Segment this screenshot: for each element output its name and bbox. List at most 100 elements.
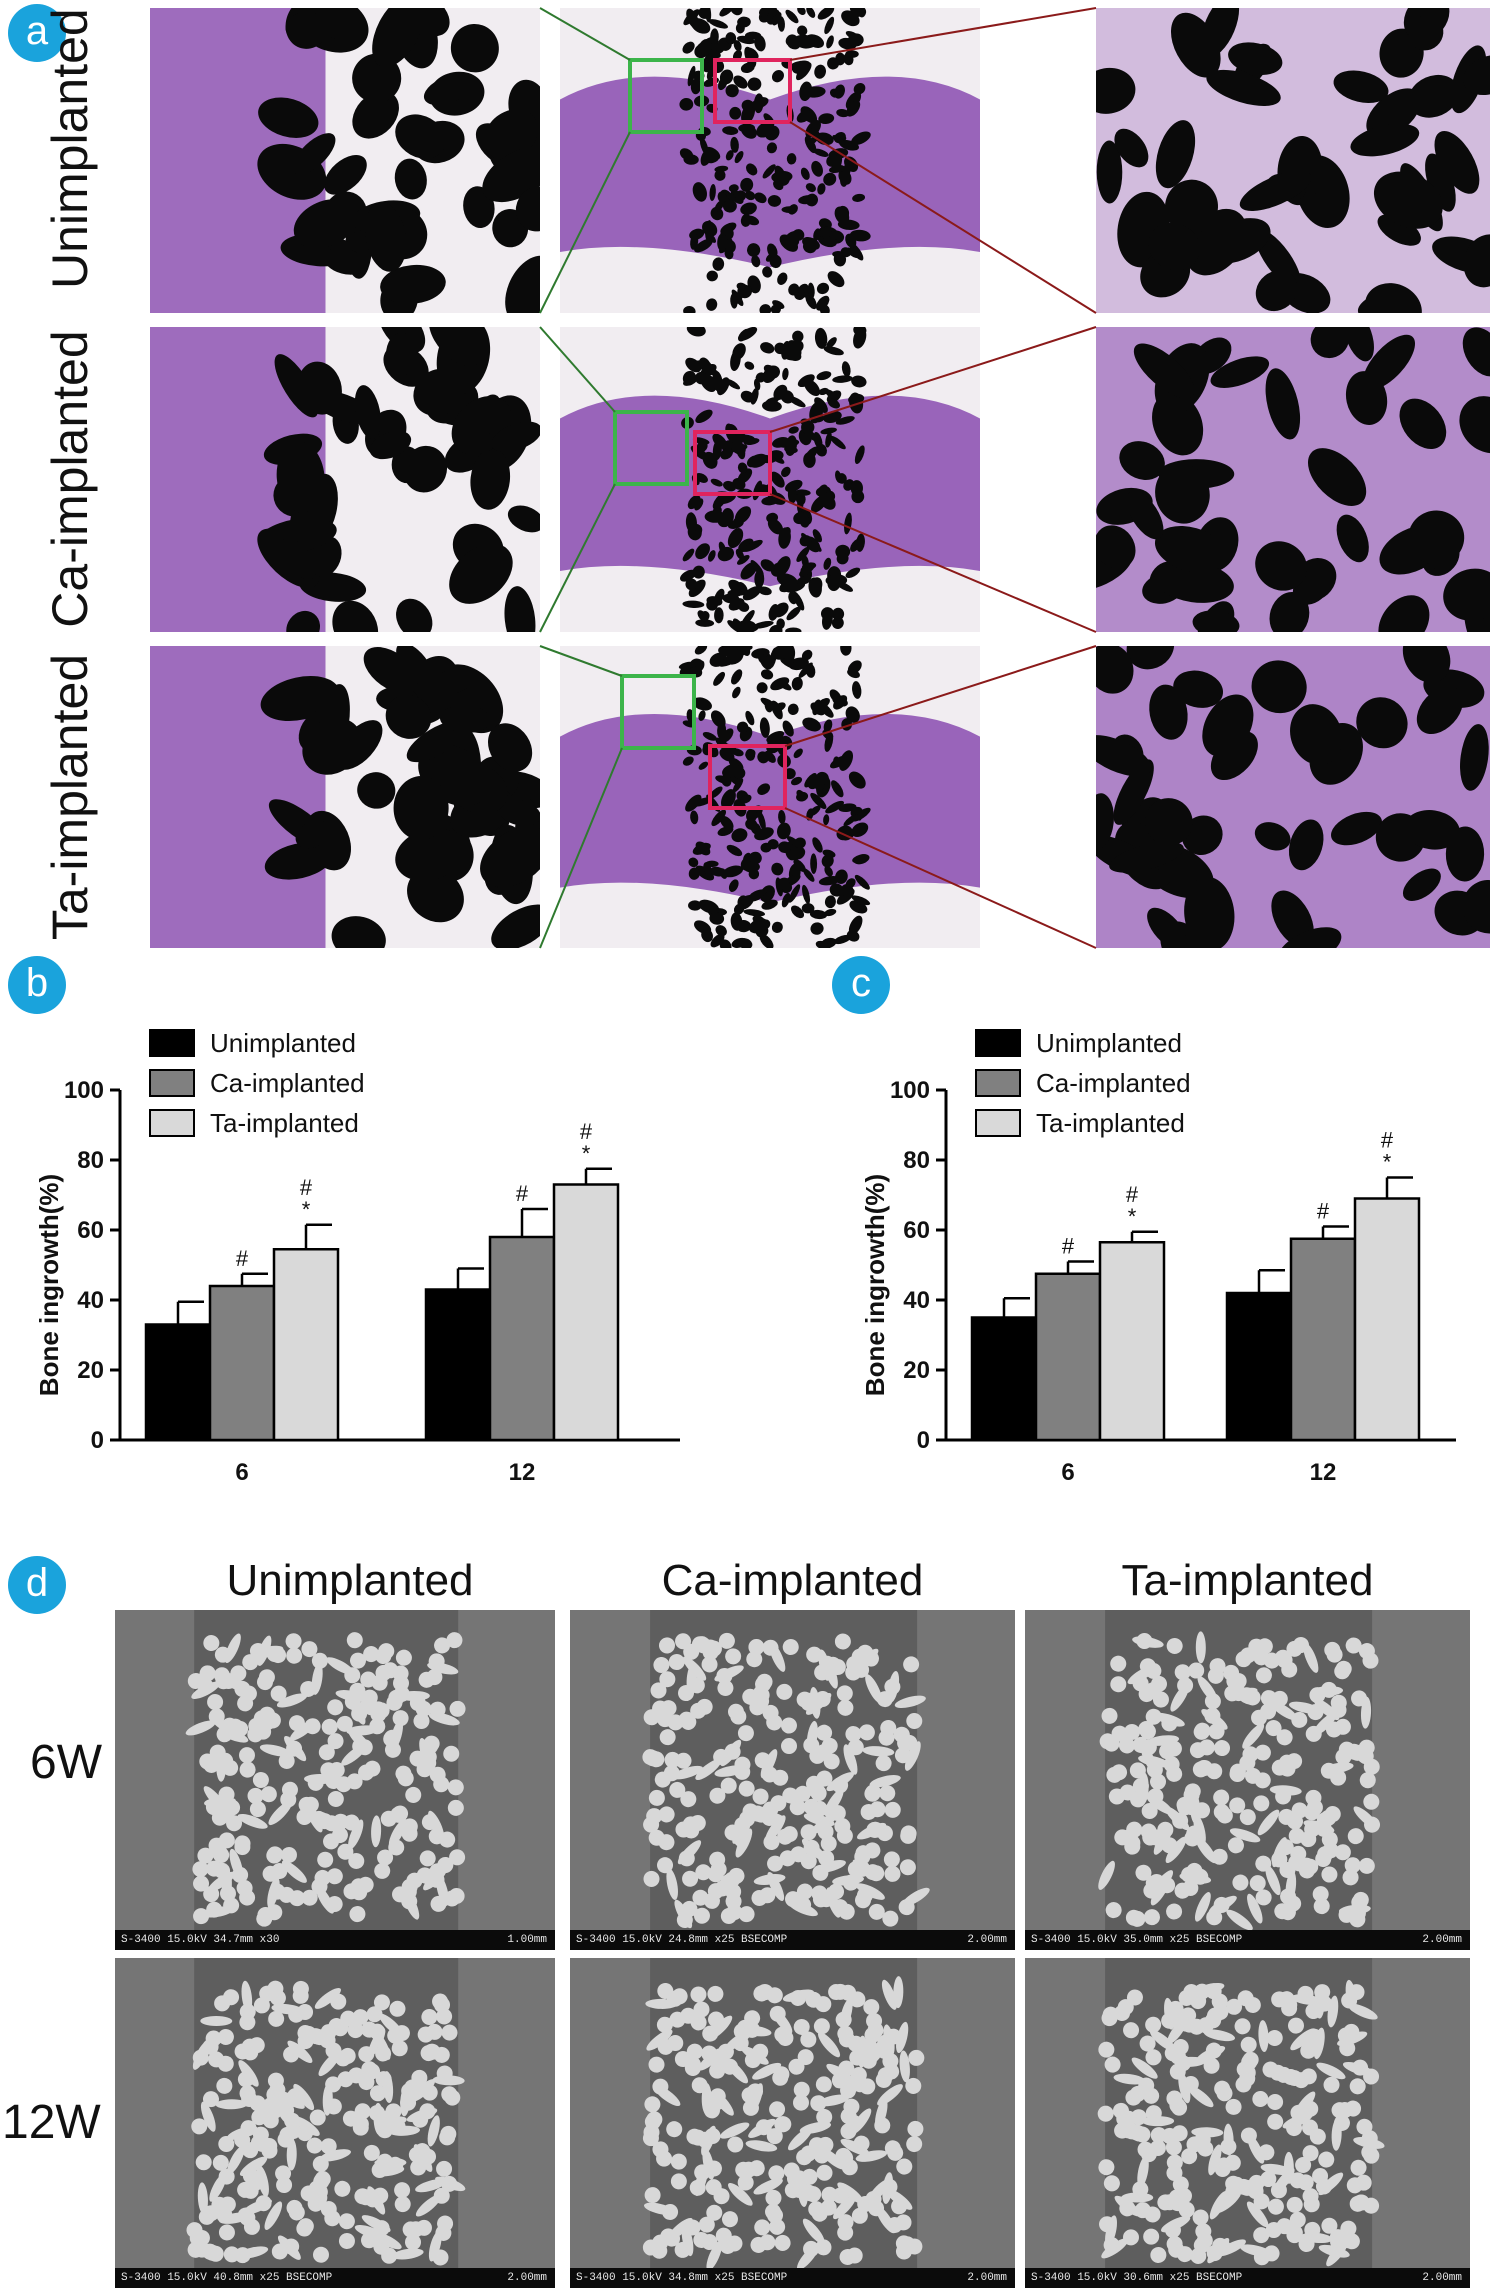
- histology-image-ca-left-detail: [150, 327, 540, 632]
- connector-green-ta-0: [539, 645, 623, 677]
- sem-scale-text: 2.00mm: [507, 2272, 547, 2284]
- sem-info-text: S-3400 15.0kV 24.8mm x25 BSECOMP: [576, 1934, 788, 1946]
- connector-green-ta-1: [539, 747, 623, 949]
- significance-star: *: [1383, 1150, 1392, 1175]
- legend-label-ca-implanted: Ca-implanted: [1036, 1068, 1191, 1098]
- histology-texture: [1096, 8, 1490, 313]
- histology-texture: [150, 646, 540, 948]
- sem-scale-text: 1.00mm: [507, 1934, 547, 1946]
- sem-image-12w-unimplanted: S-3400 15.0kV 40.8mm x25 BSECOMP 2.00mm: [115, 1958, 555, 2288]
- sem-info-bar: S-3400 15.0kV 40.8mm x25 BSECOMP 2.00mm: [115, 2268, 555, 2288]
- y-tick-label: 60: [903, 1217, 930, 1244]
- significance-hash: #: [516, 1181, 529, 1206]
- sem-scale-text: 2.00mm: [1422, 1934, 1462, 1946]
- y-tick-label: 80: [903, 1147, 930, 1174]
- sem-col-header-ta: Ta-implanted: [1121, 1556, 1374, 1605]
- sem-scale-text: 2.00mm: [967, 1934, 1007, 1946]
- sem-info-text: S-3400 15.0kV 35.0mm x25 BSECOMP: [1031, 1934, 1243, 1946]
- connector-red-ca-0: [769, 326, 1097, 433]
- y-tick-label: 100: [890, 1077, 930, 1104]
- sem-info-bar: S-3400 15.0kV 34.7mm x30 1.00mm: [115, 1930, 555, 1950]
- x-tick-label: 12: [509, 1459, 536, 1486]
- bar-unimplanted-12: [424, 1288, 492, 1442]
- sem-col-header-unimplanted: Unimplanted: [226, 1556, 474, 1605]
- y-tick-label: 0: [917, 1427, 930, 1454]
- x-tick-label: 6: [1061, 1459, 1074, 1486]
- legend-label-unimplanted: Unimplanted: [1036, 1028, 1182, 1058]
- connector-green-ca-0: [539, 326, 616, 413]
- sem-info-text: S-3400 15.0kV 30.6mm x25 BSECOMP: [1031, 2272, 1243, 2284]
- x-tick-label: 12: [1310, 1459, 1337, 1486]
- sem-row-label-6w: 6W: [30, 1736, 102, 1789]
- panel-b-badge: b: [8, 956, 66, 1014]
- connector-green-unimplanted-1: [539, 131, 631, 314]
- histology-texture: [560, 8, 980, 313]
- histology-texture: [1096, 327, 1490, 632]
- connector-green-ca-1: [539, 483, 616, 633]
- histology-image-ca-right-detail: [1096, 327, 1490, 632]
- sem-info-text: S-3400 15.0kV 40.8mm x25 BSECOMP: [121, 2272, 333, 2284]
- legend-swatch-ta-implanted: [149, 1109, 195, 1137]
- bar-ta-implanted-12: [552, 1183, 620, 1442]
- connector-green-unimplanted-0: [539, 7, 631, 61]
- legend-swatch-ta-implanted: [975, 1109, 1021, 1137]
- legend-label-ta-implanted: Ta-implanted: [210, 1108, 359, 1138]
- zoom-connector-lines: [539, 7, 1097, 949]
- histology-image-ca-overview: [560, 327, 980, 632]
- significance-star: *: [1128, 1204, 1137, 1229]
- legend-swatch-unimplanted: [975, 1029, 1021, 1057]
- bar-ta-implanted-12: [1353, 1197, 1421, 1442]
- histology-image-ta-right-detail: [1096, 646, 1490, 948]
- significance-hash: #: [1381, 1128, 1394, 1153]
- histology-image-unimplanted-left-detail: [150, 8, 540, 313]
- sem-image-6w-ta: S-3400 15.0kV 35.0mm x25 BSECOMP 2.00mm: [1025, 1610, 1470, 1950]
- sem-info-bar: S-3400 15.0kV 24.8mm x25 BSECOMP 2.00mm: [570, 1930, 1015, 1950]
- y-tick-label: 20: [77, 1357, 104, 1384]
- sem-image-6w-unimplanted: S-3400 15.0kV 34.7mm x30 1.00mm: [115, 1610, 555, 1950]
- bar-unimplanted-12: [1225, 1291, 1293, 1442]
- legend-label-unimplanted: Unimplanted: [210, 1028, 356, 1058]
- bar-ta-implanted-6: [272, 1248, 340, 1442]
- significance-hash: #: [300, 1175, 313, 1200]
- sem-texture: [115, 1958, 555, 2288]
- significance-star: *: [582, 1141, 591, 1166]
- legend-label-ca-implanted: Ca-implanted: [210, 1068, 365, 1098]
- sem-image-6w-ca: S-3400 15.0kV 24.8mm x25 BSECOMP 2.00mm: [570, 1610, 1015, 1950]
- bar-ca-implanted-12: [1289, 1237, 1357, 1442]
- y-tick-label: 40: [77, 1287, 104, 1314]
- sem-col-header-ca: Ca-implanted: [661, 1556, 924, 1605]
- panel-c-badge: c: [832, 956, 890, 1014]
- sem-texture: [115, 1610, 555, 1950]
- histology-texture: [560, 327, 980, 632]
- connector-red-unimplanted-0: [789, 7, 1097, 61]
- sem-texture: [570, 1610, 1015, 1950]
- bar-ca-implanted-6: [208, 1284, 276, 1442]
- legend-swatch-ca-implanted: [149, 1069, 195, 1097]
- panel-a-badge: a: [8, 4, 66, 62]
- sem-texture: [570, 1958, 1015, 2288]
- histology-texture: [150, 327, 540, 632]
- connector-red-ca-1: [769, 493, 1097, 633]
- y-axis-label: Bone ingrowth(%): [860, 1174, 890, 1396]
- sem-info-text: S-3400 15.0kV 34.8mm x25 BSECOMP: [576, 2272, 788, 2284]
- legend-swatch-unimplanted: [149, 1029, 195, 1057]
- histology-texture: [150, 8, 540, 313]
- sem-scale-text: 2.00mm: [967, 2272, 1007, 2284]
- y-tick-label: 100: [64, 1077, 104, 1104]
- sem-info-bar: S-3400 15.0kV 34.8mm x25 BSECOMP 2.00mm: [570, 2268, 1015, 2288]
- significance-hash: #: [236, 1246, 249, 1271]
- significance-star: *: [302, 1197, 311, 1222]
- sem-info-text: S-3400 15.0kV 34.7mm x30: [121, 1934, 280, 1946]
- connector-red-ta-0: [784, 645, 1097, 747]
- sem-scale-text: 2.00mm: [1422, 2272, 1462, 2284]
- y-tick-label: 40: [903, 1287, 930, 1314]
- bar-unimplanted-6: [144, 1323, 212, 1442]
- y-axis-label: Bone ingrowth(%): [34, 1174, 64, 1396]
- significance-hash: #: [1062, 1234, 1075, 1259]
- bar-ca-implanted-12: [488, 1235, 556, 1442]
- connector-red-ta-1: [784, 807, 1097, 949]
- x-tick-label: 6: [235, 1459, 248, 1486]
- histology-texture: [1096, 646, 1490, 948]
- significance-hash: #: [580, 1119, 593, 1144]
- significance-hash: #: [1126, 1182, 1139, 1207]
